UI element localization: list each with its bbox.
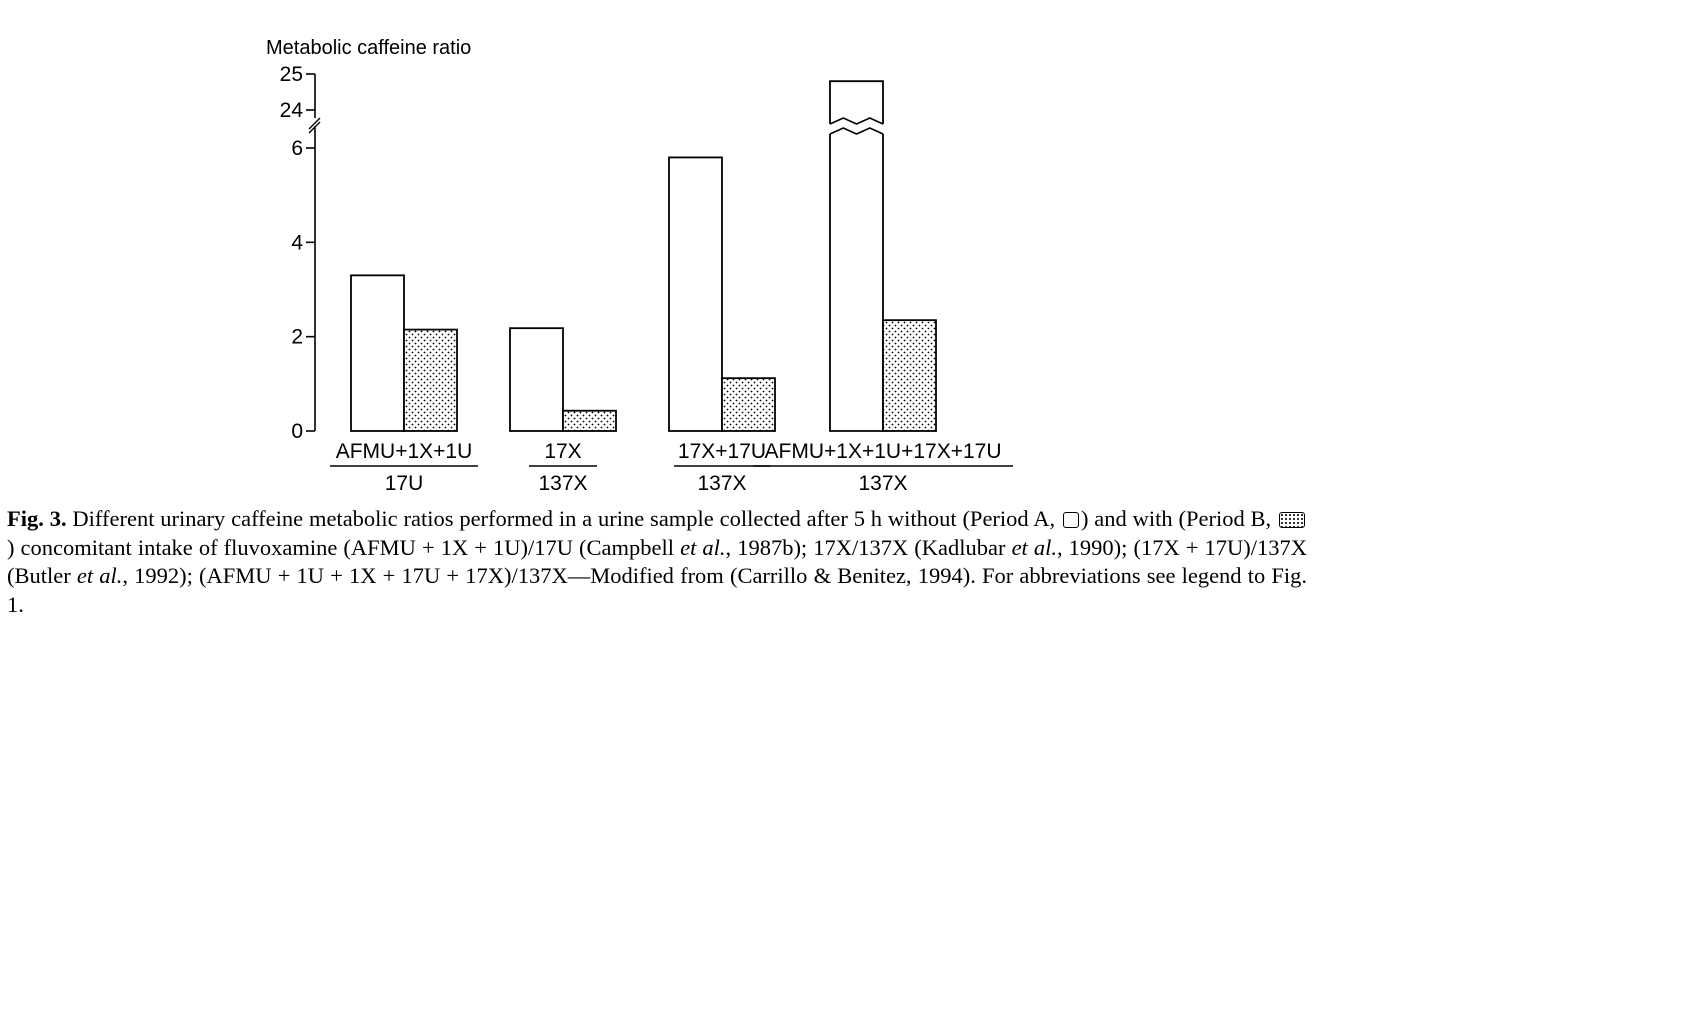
period-b-swatch-icon: [1279, 512, 1305, 528]
y-tick-label: 0: [291, 420, 303, 443]
bars: [350, 80, 937, 432]
caption-text-6: , 1992); (AFMU + 1U + 1X + 17U + 17X)/13…: [7, 563, 1307, 617]
bar-period-b: [403, 328, 458, 432]
caption-etal-3: et al.: [76, 563, 123, 588]
axis-break-mark: [308, 117, 321, 130]
bar-period-a: [350, 274, 405, 432]
caption-text-1: Different urinary caffeine metabolic rat…: [66, 506, 1061, 531]
bar-period-a-lower: [829, 134, 884, 432]
bar-period-a: [509, 327, 564, 432]
period-a-swatch-icon: [1062, 512, 1079, 528]
caption-text-2: ) and with (Period B,: [1080, 506, 1277, 531]
category-denominator: 137X: [697, 472, 746, 495]
bar-period-a-upper-fill: [830, 81, 883, 124]
caption-etal-1: et al.: [680, 534, 726, 560]
category-denominator: 137X: [538, 472, 587, 495]
y-axis-title: Metabolic caffeine ratio: [266, 37, 471, 59]
caption-label: Fig. 3.: [7, 506, 67, 531]
category-labels: AFMU+1X+1U 17U 17X 137X 17X+17U 137X AFMU+1X+1…: [330, 440, 1013, 495]
category-numerator: 17X: [544, 440, 581, 463]
category-numerator: 17X+17U: [678, 440, 766, 463]
caption-text-4: , 1987b); 17X/137X (Kadlubar: [725, 534, 1012, 560]
y-tick-label: 24: [280, 99, 304, 122]
category-numerator: AFMU+1X+1U+17X+17U: [765, 440, 1002, 463]
caption-etal-2: et al.: [1011, 534, 1057, 560]
category-denominator: 17U: [385, 472, 424, 495]
bar-break-zigzag: [829, 127, 884, 135]
bar-period-b: [721, 377, 776, 432]
y-tick-label: 2: [291, 326, 303, 349]
caption-text-3: ) concomitant intake of fluvoxamine (AFM…: [7, 534, 681, 560]
category-denominator: 137X: [858, 472, 907, 495]
category-numerator: AFMU+1X+1U: [336, 440, 473, 463]
bar-period-b: [562, 409, 617, 432]
figure-caption: Fig. 3. Different urinary caffeine metab…: [7, 505, 1307, 619]
bar-period-a-upper: [829, 80, 884, 124]
caption-text-5: , 1990); (17X + 17U)/137X (Butler: [7, 534, 1307, 589]
y-tick-label: 25: [280, 63, 303, 86]
axis-break-mark: [308, 121, 321, 134]
y-tick-label: 4: [291, 231, 303, 254]
bar-period-a-lower-fill: [830, 128, 883, 431]
bar-period-a: [668, 156, 723, 432]
y-tick-label: 6: [291, 137, 303, 160]
bar-period-b: [882, 319, 937, 432]
bar-break-zigzag: [829, 117, 884, 125]
